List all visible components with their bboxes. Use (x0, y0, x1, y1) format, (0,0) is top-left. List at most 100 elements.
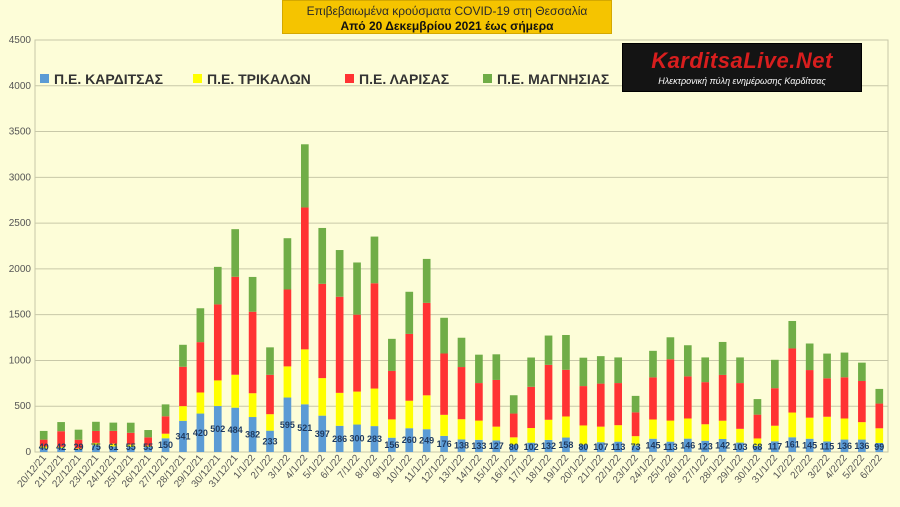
chart-title: Επιβεβαιωμένα κρούσματα COVID-19 στη Θεσ… (306, 4, 588, 18)
bar-segment-trikala (753, 438, 762, 446)
bar-segment-karditsa (74, 449, 83, 452)
bar-segment-trikala (370, 388, 379, 427)
grid-layer (34, 39, 889, 453)
bar-segment-magnisia (39, 430, 48, 440)
bar-segment-magnisia (231, 229, 240, 277)
bar-segment-larisa (718, 374, 727, 421)
bar-segment-larisa (248, 311, 257, 394)
data-label: 73 (631, 442, 641, 452)
data-label: 142 (715, 440, 730, 450)
bar-segment-magnisia (388, 338, 396, 371)
bar-segment-trikala (631, 436, 640, 446)
bar-segment-karditsa (509, 444, 518, 452)
data-label: 123 (698, 441, 713, 451)
data-label: 138 (454, 441, 469, 451)
x-axis: 20/12/2121/12/2122/12/2123/12/2124/12/21… (16, 453, 885, 490)
bar-segment-karditsa (823, 441, 831, 452)
data-label: 102 (524, 442, 539, 452)
y-tick-label: 2500 (9, 218, 32, 229)
data-label: 115 (820, 442, 835, 452)
bar-segment-karditsa (57, 448, 65, 452)
bar-segment-karditsa (562, 437, 570, 452)
bar-segment-larisa (649, 377, 657, 420)
data-label: 286 (332, 434, 347, 444)
y-tick-label: 0 (25, 447, 31, 458)
bar-segment-karditsa (370, 426, 379, 452)
bar-segment-magnisia (283, 238, 292, 290)
bar-segment-magnisia (736, 357, 744, 384)
bar-segment-karditsa (388, 437, 396, 452)
data-label: 55 (143, 442, 153, 452)
bar-segment-larisa (213, 304, 222, 381)
bar-segment-trikala (74, 448, 83, 450)
data-label: 595 (280, 420, 295, 430)
legend: Π.Ε. ΚΑΡΔΙΤΣΑΣ Π.Ε. ΤΡΙΚΑΛΩΝ Π.Ε. ΛΑΡΙΣΑΣ Π… (40, 71, 609, 87)
data-label: 158 (558, 440, 573, 450)
bar-segment-trikala (701, 424, 710, 441)
bar-segment-trikala (683, 418, 692, 439)
y-tick-label: 1500 (9, 310, 32, 321)
y-tick-label: 4500 (9, 35, 32, 46)
bar-segment-magnisia (823, 353, 831, 379)
bar-segment-karditsa (544, 439, 553, 452)
data-label: 103 (733, 442, 748, 452)
bar-segment-magnisia (422, 258, 431, 303)
bar-segment-karditsa (805, 438, 814, 452)
bar-segment-magnisia (318, 227, 327, 284)
bar-segment-karditsa (718, 438, 727, 452)
bar-segment-magnisia (718, 341, 727, 375)
bar-segment-larisa (318, 283, 327, 379)
bar-segment-karditsa (318, 415, 327, 452)
bar-segment-trikala (196, 392, 205, 414)
data-label: 249 (419, 436, 434, 446)
data-label: 127 (489, 441, 504, 451)
y-tick-label: 3000 (9, 172, 32, 183)
data-label: 150 (158, 440, 173, 450)
bar-segment-trikala (718, 420, 727, 439)
data-label: 233 (262, 436, 277, 446)
legend-label-trikala: Π.Ε. ΤΡΙΚΑΛΩΝ (207, 71, 311, 87)
bar-segment-larisa (388, 370, 396, 420)
bar-segment-karditsa (213, 406, 222, 452)
bar-segment-karditsa (335, 425, 344, 452)
bar-segment-karditsa (144, 446, 152, 452)
bar-segment-magnisia (57, 422, 65, 432)
bar-segment-magnisia (527, 357, 535, 387)
data-label: 29 (74, 442, 84, 452)
bar-segment-magnisia (161, 404, 170, 417)
data-label: 55 (126, 442, 136, 452)
data-label: 521 (297, 423, 312, 433)
data-label: 397 (315, 429, 330, 439)
bar-segment-magnisia (614, 357, 623, 384)
bar-segment-karditsa (300, 404, 309, 452)
bar-segment-karditsa (631, 445, 640, 452)
data-label: 283 (367, 434, 382, 444)
y-tick-label: 3500 (9, 127, 32, 138)
bar-segment-karditsa (858, 439, 866, 452)
bar-segment-trikala (405, 400, 414, 429)
bar-segment-trikala (440, 414, 448, 436)
bar-segment-larisa (283, 289, 292, 367)
bar-segment-karditsa (596, 442, 605, 452)
data-label: 260 (402, 435, 417, 445)
bar-segment-larisa (300, 207, 309, 350)
data-label: 61 (108, 442, 118, 452)
bar-segment-trikala (840, 418, 849, 440)
data-label: 40 (39, 442, 49, 452)
bar-segment-larisa (579, 386, 588, 426)
bar-segment-trikala (858, 422, 866, 440)
data-label: 68 (752, 442, 762, 452)
bar-segment-larisa (562, 369, 570, 417)
legend-swatch-magnisia (483, 74, 492, 83)
bar-segment-karditsa (196, 413, 205, 452)
data-label: 113 (611, 442, 626, 452)
bar-segment-magnisia (753, 399, 762, 415)
bar-segment-larisa (666, 359, 675, 421)
data-label: 113 (663, 442, 678, 452)
bar-segment-trikala (596, 426, 605, 443)
bar-segment-larisa (335, 296, 344, 393)
bar-segment-larisa (370, 283, 379, 389)
bar-segment-trikala (318, 378, 327, 416)
bar-segment-karditsa (353, 424, 361, 452)
